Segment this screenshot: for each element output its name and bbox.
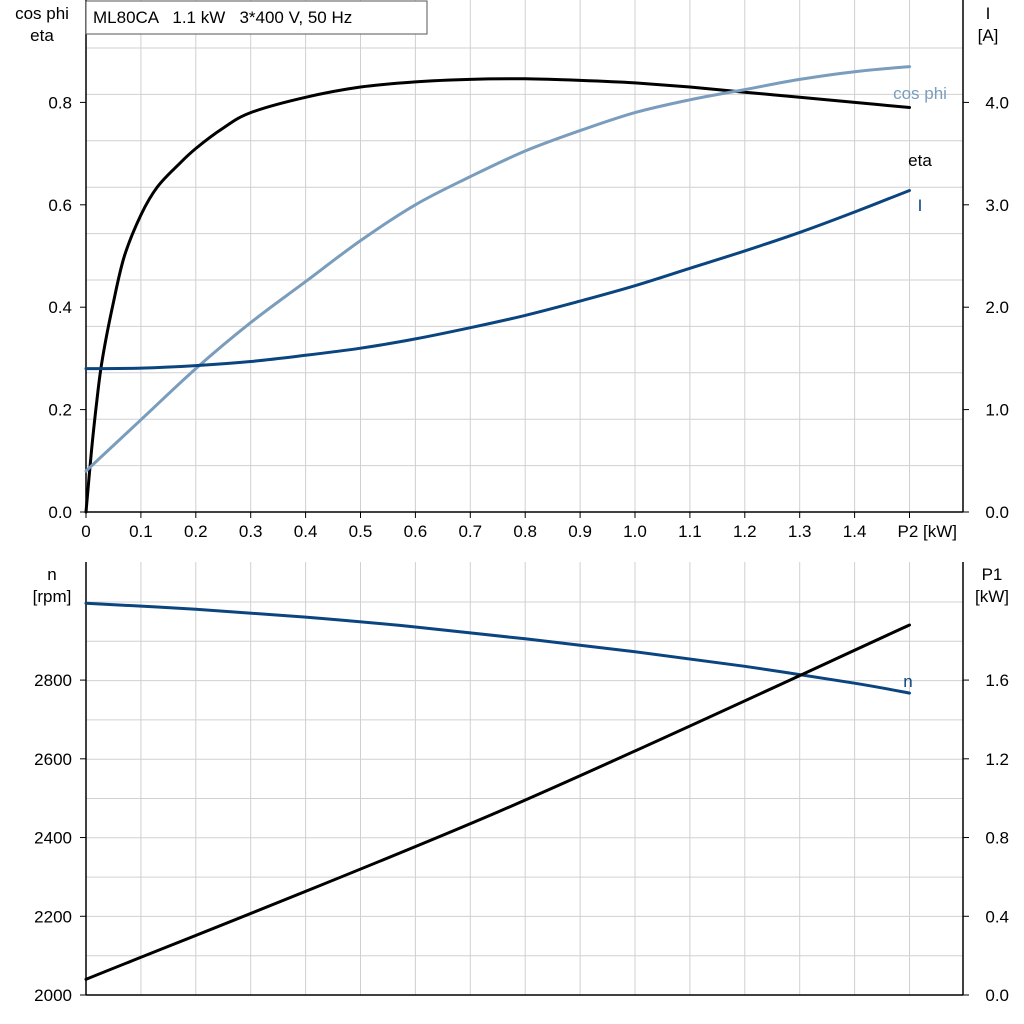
x-tick-label: 0.4 xyxy=(294,522,318,541)
left-tick-label: 2000 xyxy=(34,986,72,1005)
speed-series-label: n xyxy=(903,672,912,691)
title-box-text: ML80CA 1.1 kW 3*400 V, 50 Hz xyxy=(93,8,352,27)
x-tick-label: 0.8 xyxy=(513,522,537,541)
top-curve-I xyxy=(84,189,911,371)
x-tick-label: 0.3 xyxy=(239,522,263,541)
x-tick-label: 0 xyxy=(81,522,90,541)
x-tick-label: 0.6 xyxy=(404,522,428,541)
right-tick-label: 4.0 xyxy=(985,93,1009,112)
bottom-left-axis-label-2: [rpm] xyxy=(33,587,72,606)
top-curve-eta xyxy=(84,77,911,514)
bottom-curve-n xyxy=(84,601,911,695)
bottom-curve-p1 xyxy=(84,623,911,981)
x-tick-label: 0.7 xyxy=(458,522,482,541)
eta-series-label: eta xyxy=(908,151,932,170)
current-series-label: I xyxy=(918,196,923,215)
top-chart-grid xyxy=(86,0,963,512)
left-tick-label: 2600 xyxy=(34,750,72,769)
left-tick-label: 2800 xyxy=(34,671,72,690)
right-tick-label: 0.0 xyxy=(985,503,1009,522)
right-tick-label: 1.0 xyxy=(985,401,1009,420)
top-curve-cos-phi xyxy=(84,65,911,473)
x-tick-label: 1.4 xyxy=(843,522,867,541)
right-tick-label: 0.8 xyxy=(985,829,1009,848)
x-tick-label: 0.5 xyxy=(349,522,373,541)
curves xyxy=(84,65,911,981)
x-tick-label: 0.9 xyxy=(568,522,592,541)
top-left-axis-label-2: eta xyxy=(30,26,54,45)
right-tick-label: 3.0 xyxy=(985,196,1009,215)
bottom-left-axis-label-1: n xyxy=(47,565,56,584)
left-tick-label: 0.6 xyxy=(48,196,72,215)
x-tick-label: 1.2 xyxy=(733,522,757,541)
bottom-right-axis-label-1: P1 xyxy=(982,565,1003,584)
left-tick-label: 2400 xyxy=(34,829,72,848)
title-box xyxy=(85,0,428,35)
right-tick-label: 0.4 xyxy=(985,907,1009,926)
left-tick-label: 2200 xyxy=(34,907,72,926)
left-tick-label: 0.4 xyxy=(48,298,72,317)
left-tick-label: 0.2 xyxy=(48,401,72,420)
left-tick-label: 0.8 xyxy=(48,93,72,112)
x-tick-label: 1.1 xyxy=(678,522,702,541)
right-tick-label: 1.6 xyxy=(985,671,1009,690)
top-chart-ticks: 0.0 0.2 0.4 0.6 0.8 0.0 1.0 2.0 3.0 4.0 0 0.1 0.2 0.3… xyxy=(48,93,1009,541)
bottom-chart-grid xyxy=(86,562,963,995)
right-tick-label: 2.0 xyxy=(985,298,1009,317)
right-tick-label: 0.0 xyxy=(985,986,1009,1005)
top-chart-axes xyxy=(85,0,964,513)
top-right-axis-label-2: [A] xyxy=(978,26,999,45)
top-right-axis-label-1: I xyxy=(986,4,991,23)
x-tick-label: 1.3 xyxy=(788,522,812,541)
cos-phi-series-label: cos phi xyxy=(893,84,947,103)
left-tick-label: 0.0 xyxy=(48,503,72,522)
bottom-right-axis-label-2: [kW] xyxy=(975,587,1009,606)
x-tick-label: 0.2 xyxy=(184,522,208,541)
right-tick-label: 1.2 xyxy=(985,750,1009,769)
x-tick-label: 0.1 xyxy=(129,522,153,541)
bottom-chart-ticks: 2000 2200 2400 2600 2800 0.0 0.4 0.8 1.2 1.6 xyxy=(34,671,1009,1005)
x-tick-label: 1.0 xyxy=(623,522,647,541)
x-tick-label: P2 [kW] xyxy=(898,522,958,541)
bottom-chart-axes xyxy=(85,562,964,996)
top-left-axis-label-1: cos phi xyxy=(15,4,69,23)
